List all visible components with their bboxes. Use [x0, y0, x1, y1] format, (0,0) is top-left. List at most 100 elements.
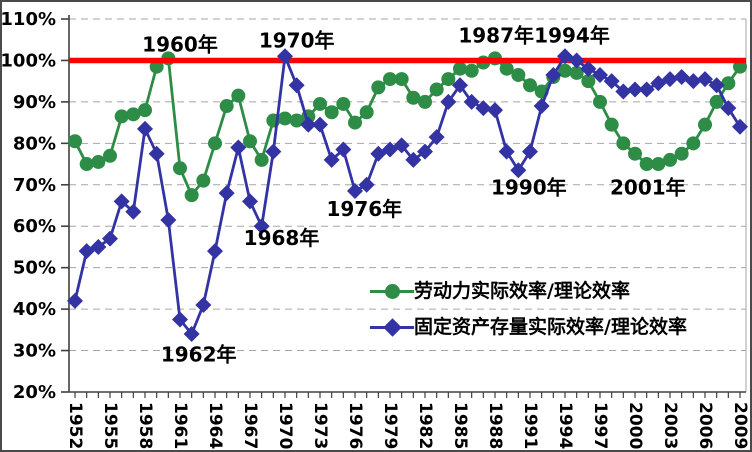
x-axis-label-1988: 1988 [485, 402, 505, 449]
annotation-1990: 1990年 [491, 175, 567, 199]
x-axis-label-1961: 1961 [170, 402, 190, 449]
labor-marker-1991 [523, 78, 537, 93]
labor-marker-1974 [324, 105, 339, 120]
capital-marker-1981 [405, 151, 422, 168]
x-axis-label-1997: 1997 [590, 402, 610, 449]
circle-marker-icon [385, 284, 400, 299]
x-axis-label-1979: 1979 [380, 402, 400, 449]
x-axis-label-1952: 1952 [65, 402, 85, 449]
x-axis-label-1976: 1976 [345, 402, 365, 449]
annotation-1960: 1960年 [142, 33, 218, 57]
capital-marker-1980 [393, 137, 410, 154]
capital-marker-1967 [242, 193, 258, 210]
y-axis-label-50%: 50% [13, 258, 56, 279]
labor-marker-2007 [709, 94, 724, 109]
labor-marker-1977 [359, 105, 374, 120]
y-axis-label-90%: 90% [13, 92, 56, 113]
capital-marker-1992 [533, 98, 550, 115]
y-axis-label-70%: 70% [13, 175, 56, 196]
x-axis-label-2009: 2009 [730, 402, 750, 449]
labor-marker-1956 [114, 109, 129, 124]
capital-marker-1970 [277, 48, 293, 65]
labor-marker-1986 [464, 63, 479, 78]
labor-marker-1997 [593, 94, 607, 109]
labor-marker-2004 [674, 146, 689, 161]
capital-marker-1961 [172, 311, 188, 328]
labor-marker-1964 [208, 136, 222, 151]
labor-marker-1955 [103, 148, 117, 163]
labor-marker-1957 [126, 107, 141, 122]
y-axis-label-100%: 100% [2, 50, 56, 71]
x-axis-label-1958: 1958 [135, 402, 155, 449]
capital-marker-2007 [708, 77, 725, 94]
chart-legend: 劳动力实际效率/理论效率 固定资产存量实际效率/理论效率 [370, 278, 687, 341]
capital-marker-1971 [288, 77, 305, 94]
x-axis-label-1982: 1982 [415, 402, 435, 449]
labor-marker-1990 [511, 67, 526, 82]
y-axis-label-80%: 80% [13, 133, 56, 154]
labor-marker-1953 [79, 157, 94, 172]
legend-label-labor: 劳动力实际效率/理论效率 [414, 280, 630, 302]
capital-marker-1984 [440, 93, 457, 110]
capital-marker-2001 [638, 81, 655, 98]
capital-marker-1982 [417, 143, 433, 160]
capital-marker-1963 [195, 296, 212, 313]
labor-marker-1967 [243, 134, 257, 149]
annotation-1968: 1968年 [244, 226, 320, 250]
labor-marker-1973 [313, 96, 327, 111]
capital-marker-1977 [358, 176, 375, 193]
labor-marker-1982 [418, 94, 432, 109]
labor-marker-1958 [138, 103, 152, 118]
annotation-1970: 1970年 [259, 29, 335, 53]
capital-marker-1976 [347, 182, 363, 199]
labor-marker-1980 [394, 72, 409, 87]
capital-series-swatch [370, 314, 414, 341]
x-axis-label-1985: 1985 [450, 402, 470, 449]
labor-marker-2006 [698, 117, 712, 132]
x-axis-label-1955: 1955 [100, 402, 120, 449]
capital-marker-1972 [300, 116, 317, 133]
labor-marker-1965 [219, 99, 234, 114]
labor-marker-1966 [231, 88, 246, 103]
x-axis-label-1973: 1973 [310, 402, 330, 449]
x-axis-label-2000: 2000 [625, 402, 645, 449]
legend-label-capital: 固定资产存量实际效率/理论效率 [414, 316, 687, 338]
labor-marker-1962 [184, 188, 199, 203]
labor-marker-1952 [68, 134, 82, 149]
x-axis-label-1970: 1970 [275, 402, 295, 449]
y-axis-label-110%: 110% [2, 9, 56, 30]
y-axis-label-60%: 60% [13, 216, 56, 237]
x-axis-label-2003: 2003 [660, 402, 680, 449]
capital-marker-2006 [697, 71, 713, 88]
diamond-marker-icon [383, 318, 402, 337]
labor-marker-1971 [289, 113, 304, 128]
annotation-1994: 1994年 [534, 24, 610, 48]
x-axis-label-1967: 1967 [240, 402, 260, 449]
capital-marker-1952 [67, 292, 83, 309]
annotation-2001: 2001年 [610, 175, 686, 199]
labor-marker-1985 [453, 61, 467, 76]
labor-marker-1976 [348, 115, 362, 130]
capital-marker-1997 [592, 66, 608, 83]
labor-marker-1975 [336, 96, 351, 111]
capital-marker-1960 [160, 212, 177, 229]
capital-marker-1985 [452, 77, 468, 94]
capital-marker-1993 [545, 66, 562, 83]
labor-marker-2002 [651, 157, 666, 172]
capital-marker-1962 [183, 325, 200, 342]
capital-marker-2003 [662, 71, 678, 88]
labor-marker-2003 [663, 152, 677, 167]
annotation-1976: 1976年 [326, 197, 402, 221]
labor-marker-1978 [371, 80, 386, 95]
y-axis-label-40%: 40% [13, 299, 56, 320]
labor-series-swatch [370, 278, 414, 305]
labor-marker-2008 [721, 76, 736, 91]
labor-marker-1995 [569, 65, 584, 80]
capital-marker-1995 [568, 52, 585, 69]
y-axis-label-20%: 20% [13, 382, 56, 403]
labor-marker-1979 [383, 72, 397, 87]
x-axis-label-1994: 1994 [555, 402, 575, 449]
labor-marker-1984 [441, 72, 456, 87]
